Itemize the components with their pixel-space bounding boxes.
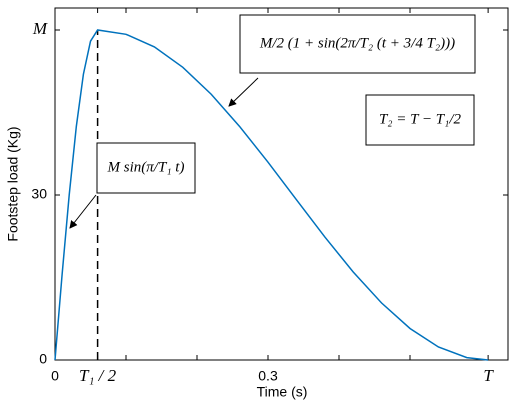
x-axis-label: Time (s)	[257, 384, 308, 400]
annotation: M sin(π/T₁ t)	[107, 159, 185, 175]
x-tick-label: 0.3	[258, 368, 278, 384]
annotation: M/2 (1 + sin(2π/T₂ (t + 3/4 T₂)))	[259, 35, 455, 51]
x-tick-label: T₁ / 2	[79, 366, 117, 385]
y-tick-label: 30	[31, 186, 47, 202]
data-line	[54, 29, 489, 361]
annotation-box	[239, 14, 476, 74]
annotation-arrow	[69, 194, 97, 229]
x-tick-label: T	[483, 366, 494, 385]
y-tick-label: 0	[39, 351, 47, 367]
annotation-arrow	[228, 77, 259, 107]
plot-frame	[54, 7, 509, 361]
y-axis-label: Footstep load (Kg)	[5, 126, 21, 241]
x-tick-label: 0	[51, 368, 59, 384]
y-tick-label: M	[32, 19, 48, 38]
annotation: T₂ = T − T₁/2	[379, 111, 462, 127]
annotation-box	[365, 94, 475, 146]
annotation-box	[96, 142, 196, 194]
